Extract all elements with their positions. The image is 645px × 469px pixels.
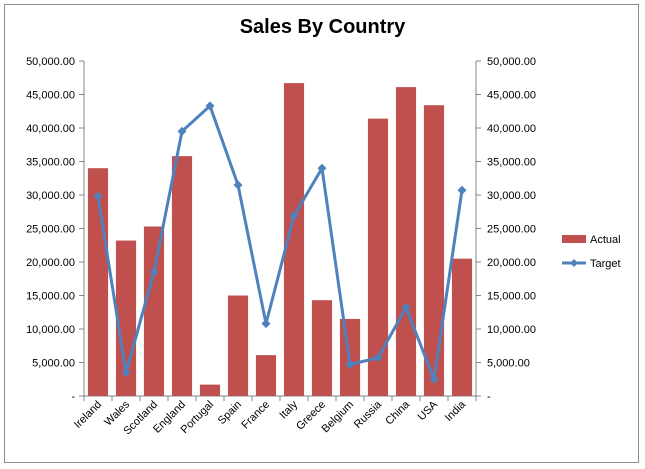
point-target xyxy=(121,368,131,378)
y-tick-label-right: 35,000.00 xyxy=(487,157,536,169)
chart-title: Sales By Country xyxy=(239,16,406,38)
bar-actual xyxy=(423,105,445,396)
bar-actual xyxy=(227,295,249,396)
x-tick-label: Russia xyxy=(352,398,385,431)
point-target xyxy=(401,303,411,313)
y-tick-label-left: 25,000.00 xyxy=(26,224,75,236)
bar-actual xyxy=(143,226,165,396)
y-tick-label-left: 15,000.00 xyxy=(26,291,75,303)
y-tick-label-right: 25,000.00 xyxy=(487,224,536,236)
y-tick-label-right: 30,000.00 xyxy=(487,190,536,202)
y-tick-label-left: 45,000.00 xyxy=(26,90,75,102)
y-tick-label-right: - xyxy=(487,391,491,403)
x-tick-label: China xyxy=(383,398,412,427)
y-tick-label-right: 50,000.00 xyxy=(487,56,536,68)
y-tick-label-left: 30,000.00 xyxy=(26,190,75,202)
bar-actual xyxy=(311,300,333,396)
y-tick-label-left: 10,000.00 xyxy=(26,324,75,336)
point-target xyxy=(429,374,439,384)
point-target xyxy=(261,319,271,329)
y-tick-label-right: 45,000.00 xyxy=(487,90,536,102)
legend-label-target: Target xyxy=(590,258,621,270)
bar-actual xyxy=(395,87,417,396)
point-target xyxy=(373,353,383,363)
y-tick-label-left: 40,000.00 xyxy=(26,123,75,135)
bar-actual xyxy=(451,258,473,396)
point-target xyxy=(317,163,327,173)
point-target xyxy=(289,211,299,221)
x-tick-label: Ireland xyxy=(72,399,104,431)
y-tick-label-right: 10,000.00 xyxy=(487,324,536,336)
y-tick-label-left: 5,000.00 xyxy=(32,358,75,370)
bar-actual xyxy=(171,156,193,396)
point-target xyxy=(233,180,243,190)
point-target xyxy=(93,191,103,201)
x-tick-label: Italy xyxy=(277,398,300,421)
y-tick-label-left: 20,000.00 xyxy=(26,257,75,269)
legend-swatch-actual xyxy=(562,235,586,243)
y-tick-label-left: - xyxy=(71,391,75,403)
line-target xyxy=(96,104,464,381)
point-target xyxy=(177,126,187,136)
y-tick-label-right: 5,000.00 xyxy=(487,358,530,370)
bar-actual xyxy=(199,384,221,396)
y-tick-label-left: 50,000.00 xyxy=(26,56,75,68)
legend-label-actual: Actual xyxy=(590,234,621,246)
y-tick-label-right: 40,000.00 xyxy=(487,123,536,135)
legend-marker-target xyxy=(570,259,578,267)
x-tick-label: India xyxy=(443,398,469,424)
bar-actual xyxy=(255,355,277,396)
bar-actual xyxy=(367,118,389,397)
x-tick-label: France xyxy=(239,399,272,432)
y-tick-label-right: 20,000.00 xyxy=(487,257,536,269)
y-tick-label-right: 15,000.00 xyxy=(487,291,536,303)
y-tick-label-left: 35,000.00 xyxy=(26,157,75,169)
point-target xyxy=(457,185,467,195)
point-target xyxy=(205,101,215,111)
x-tick-label: USA xyxy=(416,398,441,423)
point-target xyxy=(345,360,355,370)
point-target xyxy=(149,267,159,277)
bar-actual xyxy=(283,83,305,397)
